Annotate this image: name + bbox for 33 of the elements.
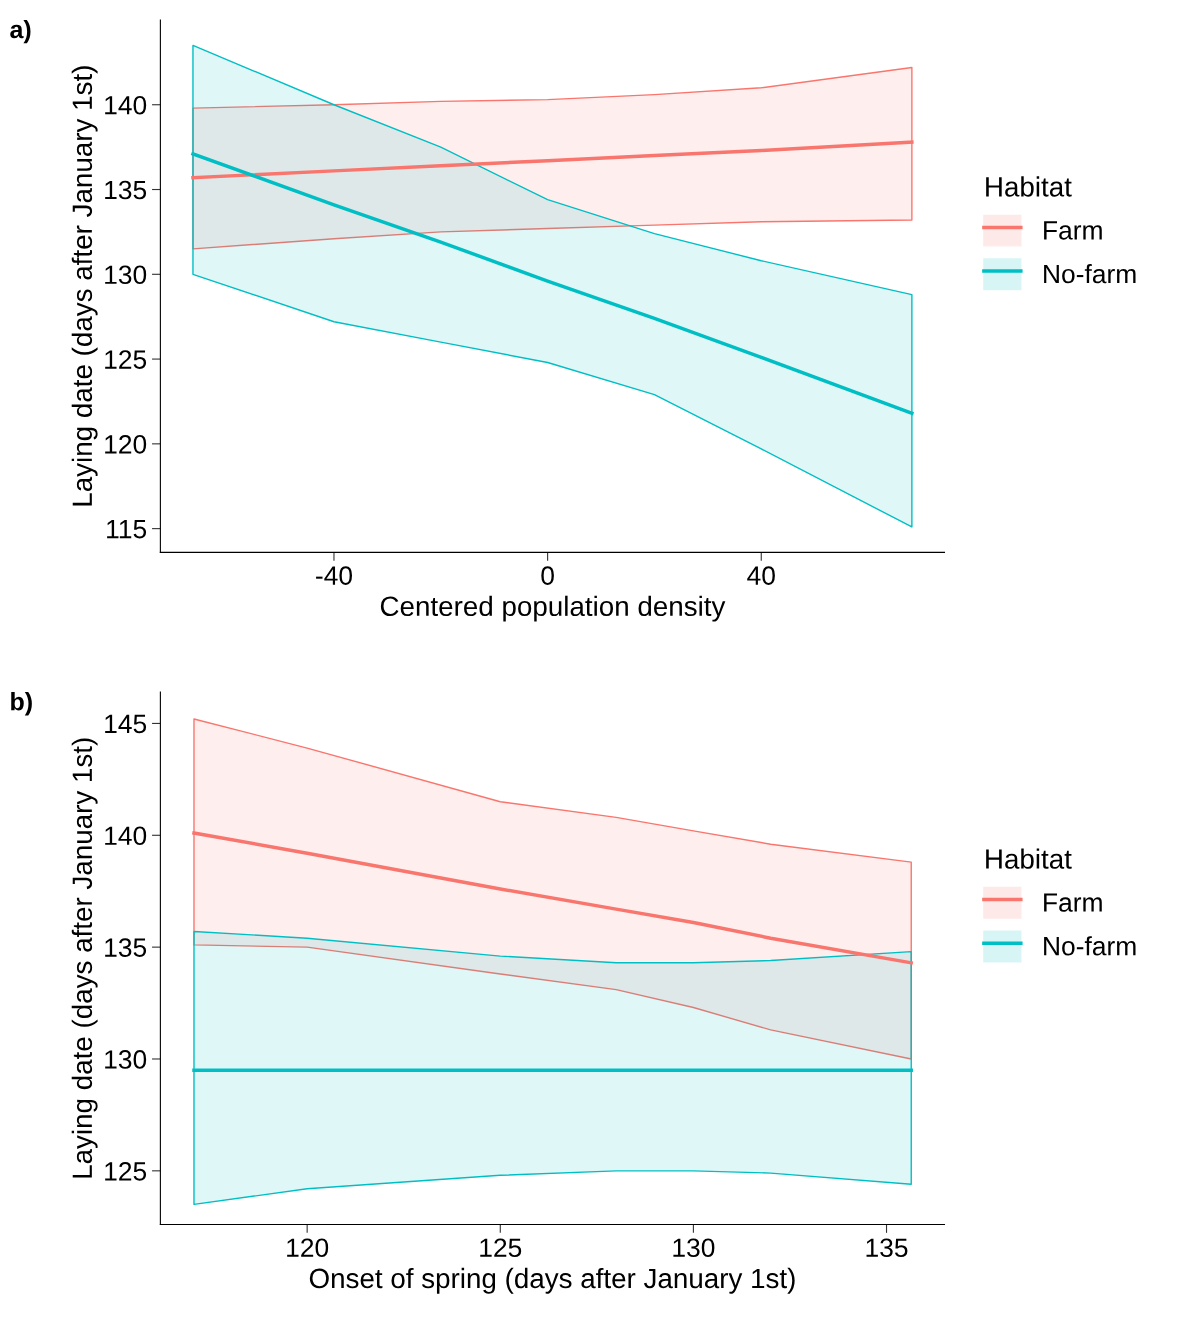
y-tick-label: 125 xyxy=(105,350,147,369)
text: a) xyxy=(10,19,31,44)
legend-title: Habitat xyxy=(986,176,1072,197)
y-tick-label: 135 xyxy=(105,180,147,200)
x-tick-label: 120 xyxy=(287,1238,329,1258)
y-tick-label: 140 xyxy=(105,95,147,115)
x-tick-label: 135 xyxy=(866,1238,908,1258)
x-axis-title: Onset of spring (days after January 1st) xyxy=(309,1267,795,1294)
x-tick-label: 125 xyxy=(480,1238,522,1258)
y-tick-label: 135 xyxy=(105,938,147,957)
x-tick-label: 0 xyxy=(541,566,554,585)
legend-label: Farm xyxy=(1044,893,1102,912)
y-tick-label: 115 xyxy=(107,520,147,539)
legend-title: Habitat xyxy=(986,848,1072,869)
y-tick-label: 140 xyxy=(105,826,147,846)
y-axis-title: Laying date (days after January 1st) xyxy=(71,738,98,1178)
y-axis-title: Laying date (days after January 1st) xyxy=(71,66,98,506)
y-tick-label: 145 xyxy=(105,714,147,734)
y-tick-label: 125 xyxy=(105,1161,147,1181)
line-series xyxy=(191,140,914,180)
x-tick-label: -40 xyxy=(316,566,353,585)
x-tick-label: 40 xyxy=(747,566,775,585)
legend-label: No-farm xyxy=(1044,936,1136,956)
line-series xyxy=(192,831,913,965)
x-axis-title: Centered population density xyxy=(380,595,726,622)
y-tick-label: 130 xyxy=(105,1050,147,1069)
x-tick-label: 130 xyxy=(673,1238,715,1258)
line-series xyxy=(191,152,914,416)
legend-label: No-farm xyxy=(1044,263,1136,284)
y-tick-label: 130 xyxy=(105,265,147,285)
text: b) xyxy=(11,692,32,716)
legend-label: Farm xyxy=(1044,221,1102,240)
y-tick-label: 120 xyxy=(105,434,147,454)
